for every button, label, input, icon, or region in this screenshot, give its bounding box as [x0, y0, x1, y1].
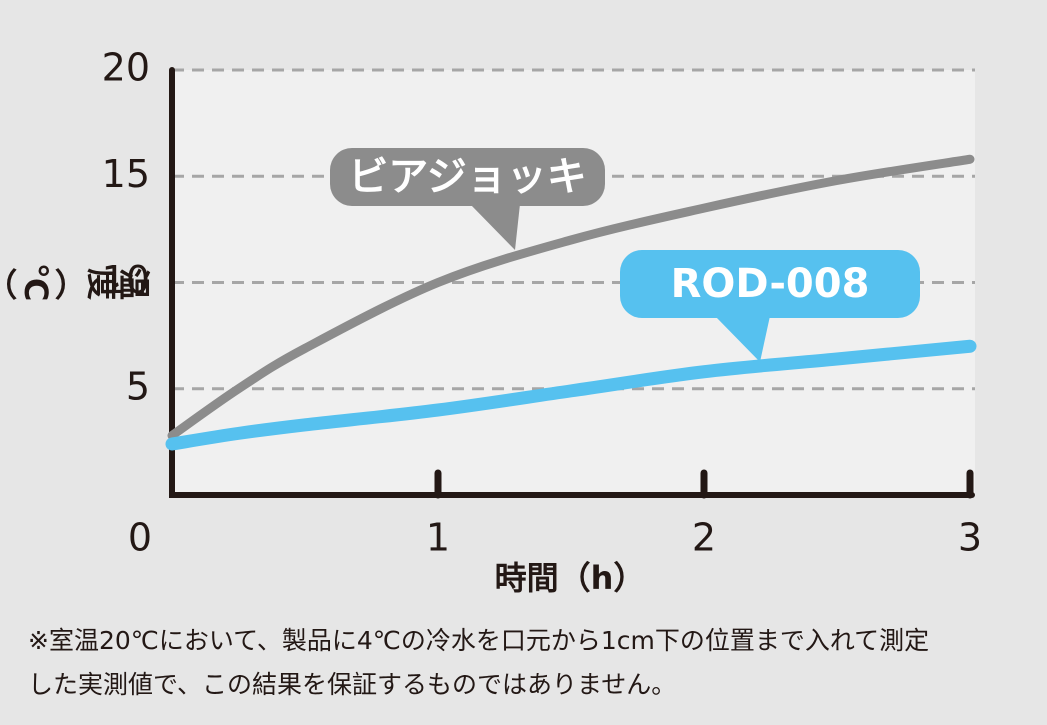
x-tick-label: 2 [692, 516, 716, 560]
callout-box [330, 148, 605, 206]
x-tick-label: 1 [426, 516, 450, 560]
series-line [165, 339, 977, 451]
footnote: した実測値で、この結果を保証するものではありません。 [28, 670, 676, 699]
callout-pointer [715, 316, 770, 362]
y-tick-label: 15 [102, 152, 150, 196]
origin-label: 0 [128, 516, 152, 560]
x-tick-label: 3 [958, 516, 982, 560]
footnote: ※室温20℃において、製品に4℃の冷水を口元から1cm下の位置まで入れて測定 [28, 626, 929, 655]
callout-box [620, 250, 920, 318]
x-axis-title: 時間（h） [495, 559, 646, 597]
y-tick-label: 5 [126, 364, 150, 408]
series-line [167, 154, 975, 440]
series-label: ビアジョッキ [348, 154, 586, 200]
callout-pointer [470, 204, 520, 250]
series-label: ROD-008 [671, 261, 870, 307]
axis-line [169, 67, 975, 498]
y-tick-label: 20 [102, 46, 150, 90]
y-axis-title: 温度（℃） [0, 263, 151, 301]
y-tick-label: 10 [102, 258, 150, 302]
